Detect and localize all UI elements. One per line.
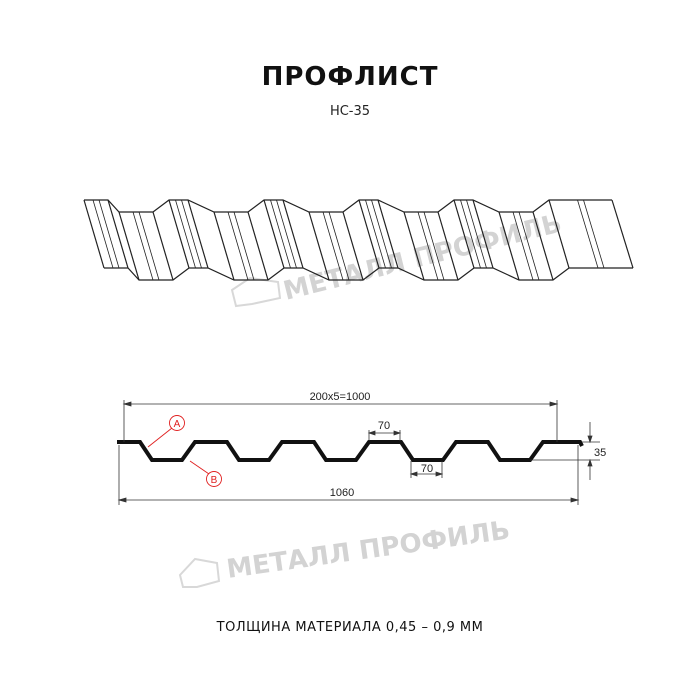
- sheet-stiffener-line: [328, 211, 350, 281]
- watermark-text-lower: МЕТАЛЛ ПРОФИЛЬ: [225, 515, 512, 584]
- callout-leader-a: [147, 427, 173, 448]
- profile-sheet-3d-view: [83, 199, 634, 281]
- arrowheads: [117, 497, 580, 503]
- sheet-fold-line: [107, 199, 129, 269]
- sheet-stiffener-line: [270, 199, 291, 269]
- callout-circle-a: [169, 415, 185, 431]
- sheet-stiffener-line: [466, 199, 487, 269]
- sheet-fold-line: [282, 199, 304, 269]
- sheet-fold-line: [187, 199, 209, 269]
- sheet-stiffener-line: [423, 211, 445, 281]
- cross-section: 200x5=1000 70 70 35 1060 A B: [117, 391, 606, 505]
- sheet-fold-line: [118, 211, 140, 281]
- dim-label-height: 35: [594, 447, 606, 459]
- sheet-fold-line: [403, 211, 425, 281]
- sheet-fold-line: [247, 211, 269, 281]
- sheet-fold-line: [532, 211, 554, 281]
- sheet-fold-line: [548, 199, 570, 269]
- sheet-stiffener-line: [583, 199, 605, 269]
- sheet-edge: [84, 199, 612, 213]
- dim-label-top-flat: 70: [378, 420, 390, 432]
- sheet-fold-line: [453, 199, 475, 269]
- sheet-stiffener-line: [132, 211, 154, 281]
- sheet-stiffener-line: [276, 199, 297, 269]
- sheet-stiffener-line: [181, 199, 202, 269]
- profile-section-line: [117, 440, 584, 462]
- arrowheads: [409, 471, 444, 477]
- sheet-stiffener-line: [92, 199, 114, 269]
- callout-label-a: A: [174, 419, 181, 430]
- sheet-fold-line: [83, 199, 105, 269]
- sheet-stiffener-line: [577, 199, 599, 269]
- page-title: ПРОФЛИСТ: [261, 62, 439, 92]
- sheet-stiffener-line: [512, 211, 534, 281]
- sheet-fold-line: [308, 211, 330, 281]
- profile-model: НС-35: [329, 104, 371, 119]
- sheet-stiffener-line: [460, 199, 481, 269]
- sheet-fold-line: [358, 199, 380, 269]
- sheet-fold-line: [168, 199, 190, 269]
- sheet-stiffener-line: [417, 211, 439, 281]
- sheet-fold-line: [611, 199, 634, 269]
- arrowheads: [587, 435, 593, 467]
- sheet-stiffener-line: [518, 211, 540, 281]
- arrowheads: [367, 430, 402, 436]
- sheet-edge: [104, 267, 633, 281]
- sheet-stiffener-line: [175, 199, 196, 269]
- dim-label-bottom-flat: 70: [421, 463, 433, 475]
- sheet-fold-line: [377, 199, 399, 269]
- sheet-stiffener-line: [371, 199, 392, 269]
- watermark-logo-upper: МЕТАЛЛ ПРОФИЛЬ: [230, 209, 565, 308]
- sheet-fold-line: [213, 211, 235, 281]
- sheet-stiffener-line: [365, 199, 386, 269]
- sheet-fold-line: [152, 211, 174, 281]
- sheet-stiffener-line: [322, 211, 344, 281]
- callout-circle-b: [206, 471, 222, 487]
- sheet-stiffener-line: [138, 211, 160, 281]
- callout-leader-b: [189, 460, 210, 475]
- callout-label-b: B: [211, 475, 218, 486]
- sheet-stiffener-line: [227, 211, 249, 281]
- sheet-stiffener-line: [233, 211, 255, 281]
- material-thickness-note: ТОЛЩИНА МАТЕРИАЛА 0,45 – 0,9 ММ: [216, 620, 484, 635]
- sheet-fold-line: [437, 211, 459, 281]
- sheet-fold-line: [498, 211, 520, 281]
- dim-label-overall: 1060: [330, 487, 354, 499]
- sheet-fold-line: [263, 199, 285, 269]
- sheet-stiffener-line: [98, 199, 120, 269]
- watermark-logo-lower: МЕТАЛЛ ПРОФИЛЬ: [178, 515, 512, 588]
- sheet-fold-line: [342, 211, 364, 281]
- dim-label-pitch: 200x5=1000: [310, 391, 371, 403]
- arrowheads: [122, 401, 559, 407]
- sheet-fold-line: [472, 199, 494, 269]
